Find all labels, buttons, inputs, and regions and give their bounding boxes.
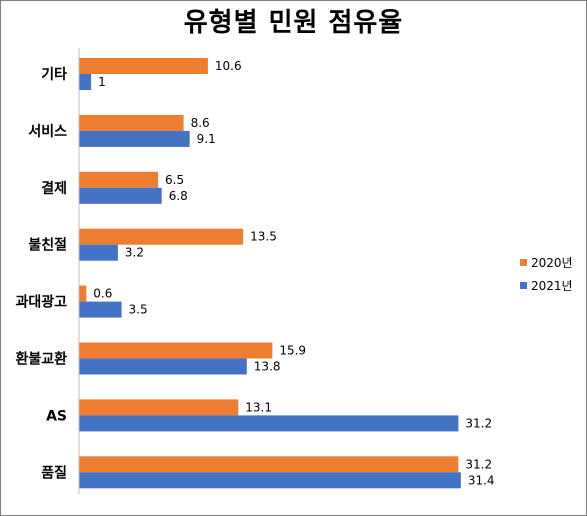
bars-group <box>79 58 461 489</box>
bar-2021 <box>79 301 122 318</box>
bar-2021 <box>79 415 459 432</box>
bar-2020 <box>79 399 239 416</box>
bar-2021 <box>79 244 118 261</box>
data-label: 13.1 <box>245 400 272 414</box>
data-label: 0.6 <box>93 287 112 301</box>
category-label: 불친절 <box>28 238 67 254</box>
bar-2021 <box>79 130 190 147</box>
category-label: 과대광고 <box>15 294 67 311</box>
bar-2020 <box>79 171 159 188</box>
category-label: 환불교환 <box>15 351 67 368</box>
data-label: 9.1 <box>197 132 216 146</box>
bar-2021 <box>79 358 247 375</box>
data-label: 3.5 <box>129 303 148 317</box>
bar-2020 <box>79 228 244 245</box>
data-label: 6.8 <box>169 189 188 203</box>
legend-swatch <box>520 282 527 289</box>
category-label: 서비스 <box>28 124 67 140</box>
legend-swatch <box>520 259 527 266</box>
data-label: 8.6 <box>191 116 210 130</box>
data-label: 6.5 <box>165 173 184 187</box>
category-label: AS <box>46 408 67 424</box>
bar-2021 <box>79 472 461 489</box>
category-label: 결제 <box>41 180 67 197</box>
bar-2020 <box>79 285 87 302</box>
bar-2020 <box>79 342 273 359</box>
labels-group: 기타 10.6 1 서비스 8.6 9.1 결제 6.5 6.8 불친절 13.5 3.2 과대광고 0.… <box>15 59 494 487</box>
category-label: 품질 <box>41 465 67 481</box>
data-label: 1 <box>98 75 106 89</box>
data-label: 10.6 <box>215 59 242 73</box>
bar-2021 <box>79 74 92 90</box>
data-label: 3.2 <box>125 246 144 260</box>
bar-2020 <box>79 114 184 131</box>
data-label: 31.2 <box>465 457 492 471</box>
data-label: 13.5 <box>250 230 277 244</box>
data-label: 15.9 <box>279 344 306 358</box>
legend-label: 2020년 <box>531 256 573 270</box>
legend-label: 2021년 <box>531 279 573 293</box>
bar-2020 <box>79 456 459 473</box>
data-label: 13.8 <box>254 360 281 374</box>
category-label: 기타 <box>41 67 67 83</box>
legend: 2020년 2021년 <box>520 256 573 293</box>
data-label: 31.2 <box>465 416 492 430</box>
chart-title: 유형별 민원 점유율 <box>183 8 404 38</box>
bar-2021 <box>79 187 162 204</box>
data-label: 31.4 <box>468 473 495 487</box>
bar-2020 <box>79 58 208 74</box>
